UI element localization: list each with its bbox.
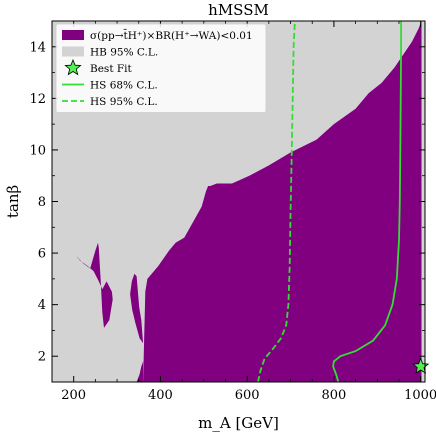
region-0 — [143, 21, 422, 382]
legend-label: Best Fit — [90, 63, 133, 75]
y-tick-label: 8 — [38, 195, 46, 210]
best-fit-point — [412, 357, 430, 374]
legend-swatch — [62, 30, 84, 40]
y-tick-label: 12 — [29, 92, 46, 107]
region-1 — [75, 242, 113, 328]
best-fit-points — [412, 357, 430, 374]
y-tick-label: 6 — [38, 247, 46, 262]
region-2 — [130, 273, 144, 344]
x-tick-label: 200 — [61, 388, 86, 403]
hs-95-dashed-line — [257, 21, 296, 382]
legend-label: HS 68% C.L. — [90, 80, 158, 92]
contour-lines — [257, 21, 403, 382]
y-axis-label: tanβ — [4, 185, 22, 218]
hs-68-line — [332, 21, 403, 382]
legend-box — [55, 23, 267, 113]
y-tick-label: 14 — [29, 40, 46, 55]
x-tick-label: 600 — [235, 388, 260, 403]
legend-label: HS 95% C.L. — [90, 96, 158, 108]
legend-swatch — [62, 46, 84, 57]
regions — [75, 21, 422, 382]
legend: σ(pp→t̄H⁺)×BR(H⁺→WA)<0.01 HB 95% C.L. Best… — [55, 23, 267, 113]
chart-title: hMSSM — [208, 1, 269, 19]
legend-label: σ(pp→t̄H⁺)×BR(H⁺→WA)<0.01 — [90, 29, 253, 42]
x-tick-label: 400 — [148, 388, 173, 403]
region-3 — [136, 361, 144, 382]
legend-label: HB 95% C.L. — [90, 47, 158, 59]
y-axis-ticks: 2 4 6 8 10 12 14 — [29, 20, 425, 383]
y-tick-label: 10 — [29, 143, 46, 158]
x-tick-label: 800 — [322, 388, 347, 403]
legend-star — [64, 58, 82, 76]
y-tick-label: 4 — [38, 298, 46, 313]
y-tick-label: 2 — [38, 350, 46, 365]
x-axis-label: m_A [GeV] — [198, 414, 279, 432]
x-tick-label: 1000 — [404, 388, 436, 403]
